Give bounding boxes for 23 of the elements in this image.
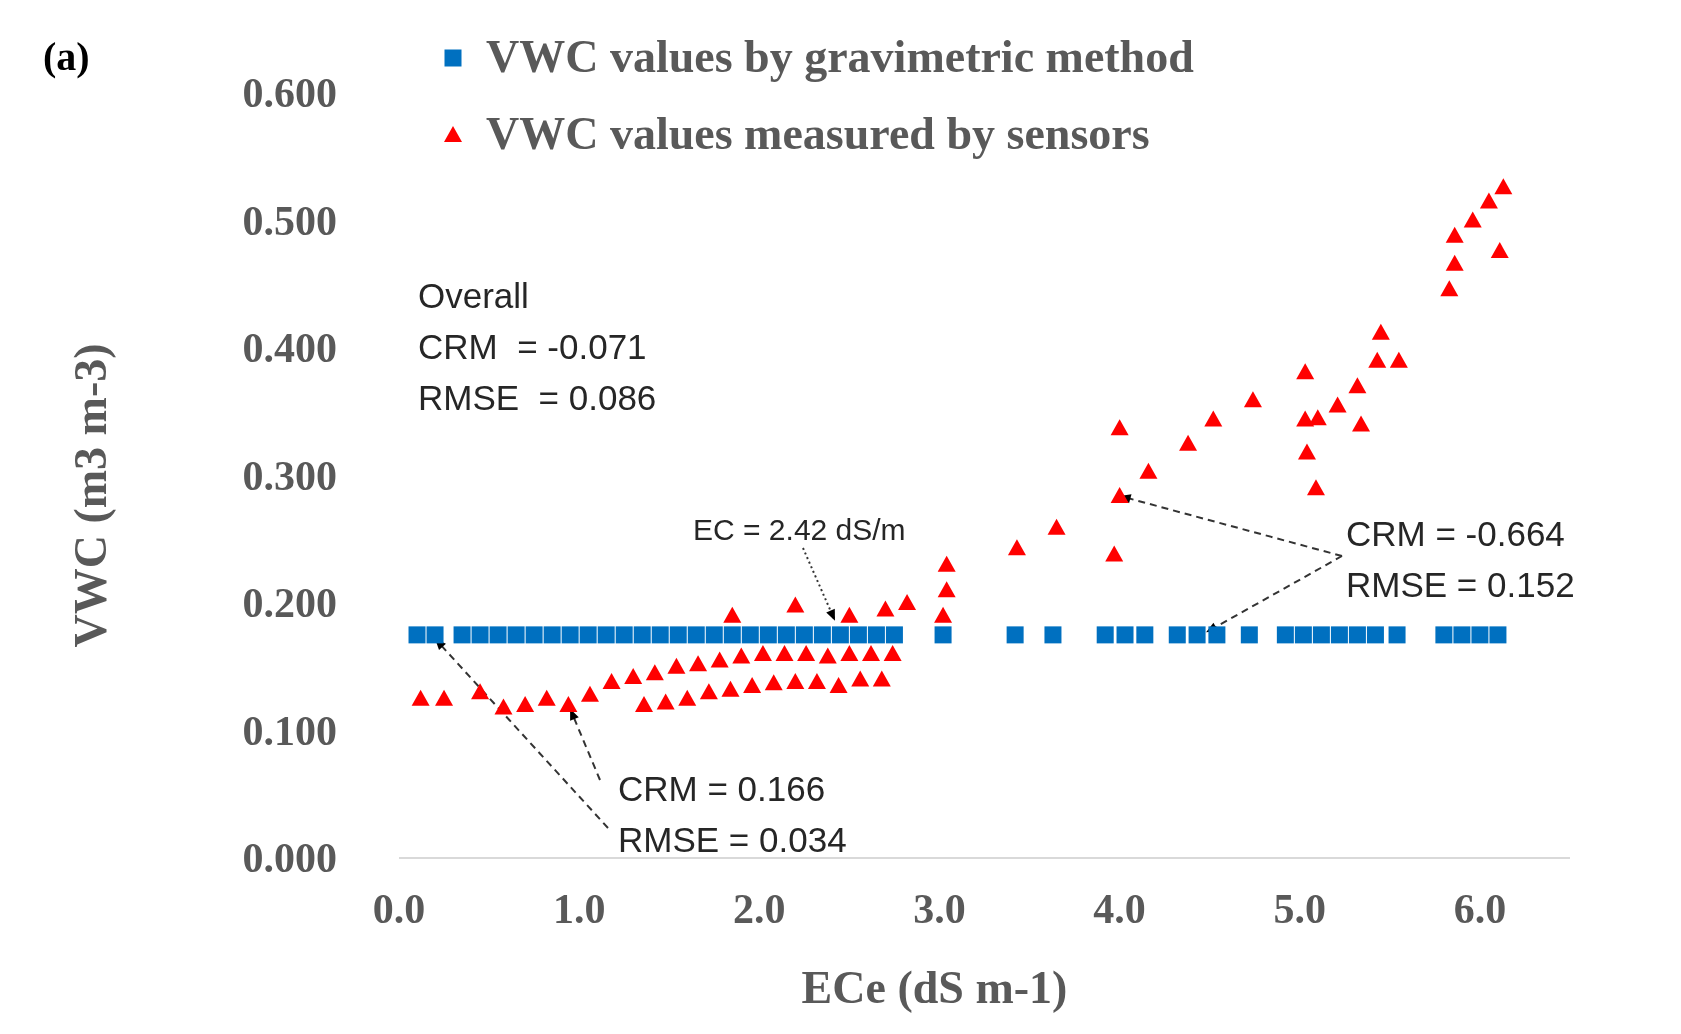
x-tick-label: 2.0 [733,886,786,932]
x-tick-label: 4.0 [1093,886,1146,932]
legend-label: VWC values by gravimetric method [486,31,1195,82]
x-tick-label: 6.0 [1453,886,1507,932]
y-tick-label: 0.400 [242,325,337,371]
legend-label: VWC values measured by sensors [486,108,1150,159]
x-tick-label: 3.0 [913,886,966,932]
annotation: EC = 2.42 dS/m [693,513,906,546]
y-tick-label: 0.100 [242,707,337,754]
x-tick-label: 5.0 [1273,886,1327,932]
y-tick-label: 0.500 [242,197,337,244]
x-axis-title: ECe (dS m-1) [801,962,1068,1013]
annotation: CRM = -0.664 RMSE = 0.152 [1346,514,1575,604]
x-tick-label: 1.0 [552,886,606,932]
y-tick-label: 0.000 [242,835,337,881]
y-tick-label: 0.600 [242,70,337,116]
y-tick-label: 0.200 [242,580,337,626]
y-tick-label: 0.300 [242,452,337,499]
annotation: CRM = 0.166 RMSE = 0.034 [618,769,847,859]
text: (a) [43,34,90,79]
annotation: Overall CRM = -0.071 RMSE = 0.086 [418,276,657,417]
x-tick-label: 0.0 [372,886,426,932]
y-axis-title: VWC (m3 m-3) [65,343,116,648]
